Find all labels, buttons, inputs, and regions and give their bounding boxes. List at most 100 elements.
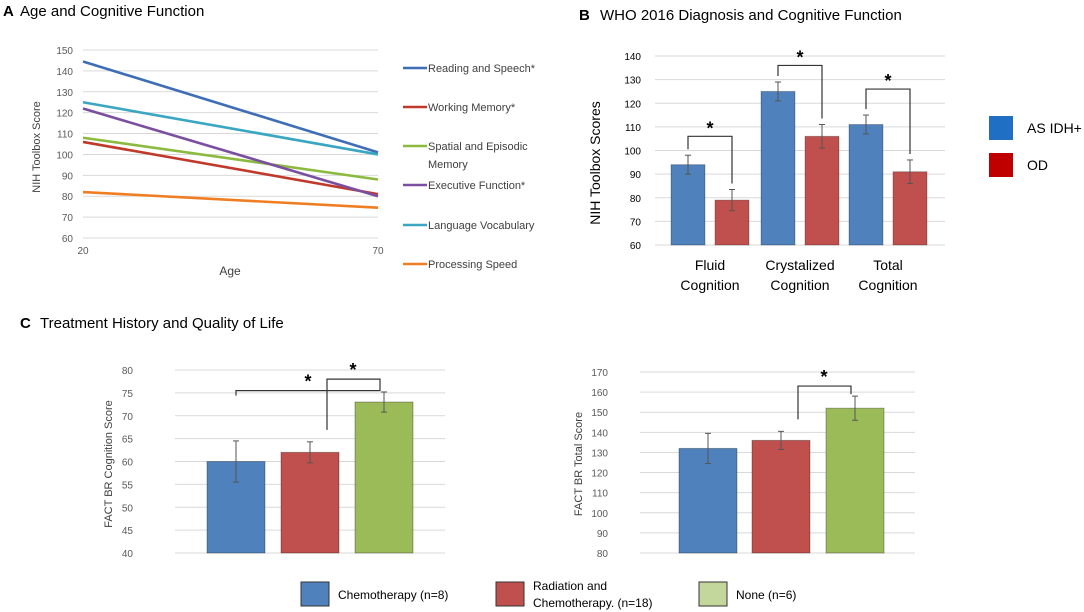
panel-c-significance-bracket [326,378,381,430]
panel-a-series-line [82,107,379,198]
panel-c-significance-star: * [349,360,356,380]
panel-a-legend-label: Language Vocabulary [428,220,535,232]
panel-c-y-tick: 80 [597,549,609,560]
panel-a-y-tick: 100 [56,150,73,161]
panel-a-y-label: NIH Toolbox Score [31,101,43,193]
panel-c-y-tick: 170 [591,368,608,379]
panel-c-y-tick: 75 [122,389,134,400]
panel-b-y-tick: 120 [624,99,641,110]
panel-c-y-tick: 40 [122,549,134,560]
treatment-legend-label: Radiation and [533,579,607,593]
panel-c-y-tick: 120 [591,469,608,480]
panel-b-title: WHO 2016 Diagnosis and Cognitive Functio… [600,7,902,24]
panel-b-y-tick: 100 [624,147,641,158]
treatment-legend-label: Chemotherapy (n=8) [338,588,448,602]
panel-b-category-label: Cognition [680,277,739,293]
panel-c-y-tick: 160 [591,388,608,399]
panel-b-significance-bracket [777,64,823,119]
panel-a-y-tick: 60 [62,234,74,245]
panel-c-bar [354,401,414,554]
panel-a-y-tick: 120 [56,109,73,120]
panel-a-series-line [82,100,379,156]
panel-b-y-tick: 130 [624,76,641,87]
panel-c-significance-star: * [304,372,311,392]
panel-b-bar [848,124,884,246]
panel-a-y-tick: 90 [62,171,74,182]
treatment-legend: Chemotherapy (n=8) Radiation and Chemother… [300,579,796,610]
panel-b-y-tick: 110 [625,123,641,134]
panel-c-y-tick: 130 [591,448,608,459]
panel-a-y-tick: 70 [62,213,74,224]
panel-a-series-line [82,136,379,181]
panel-b-significance-star: * [796,47,803,67]
panel-b-y-label: NIH Toolbox Scores [587,101,603,224]
panel-letter-a: A [3,3,14,20]
panel-b-significance-bracket [865,88,911,154]
panel-a-series-line [82,190,379,210]
panel-c-bar [678,447,738,554]
panel-c-y-tick: 45 [122,526,134,537]
panel-b-y-tick: 80 [630,194,642,205]
panel-a-legend-label: Working Memory* [428,102,516,114]
panel-c-bar [280,451,340,554]
panel-c-significance-bracket [797,385,852,420]
panel-c-y-tick: 80 [122,366,134,377]
panel-a-y-tick: 150 [56,46,73,57]
panel-b-bar [804,135,840,246]
panel-b-significance-star: * [706,118,713,138]
treatment-legend-swatch [300,581,330,607]
panel-c-y-tick: 140 [591,428,608,439]
panel-b-category-label: Cognition [858,277,917,293]
panel-a-legend-label: Processing Speed [428,259,517,271]
panel-a-legend-label: Executive Function* [428,180,526,192]
panel-b-category-label: Total [873,257,903,273]
panel-a-age-cognition: A Age and Cognitive Function Age NIH Too… [3,3,536,278]
panel-letter-b: B [579,7,590,24]
panel-a-y-tick: 110 [57,130,73,141]
panel-b-legend-swatch [989,153,1013,177]
panel-a-y-tick: 80 [62,192,74,203]
panel-c-title: Treatment History and Quality of Life [40,315,284,332]
panel-a-x-tick: 70 [372,246,384,257]
panel-a-legend-label: Memory [428,159,468,171]
panel-b-category-label: Cognition [770,277,829,293]
panel-b-significance-bracket [687,135,733,184]
panel-c-y-tick: 110 [592,489,608,500]
panel-b-y-tick: 140 [624,52,641,63]
panel-b-who-diagnosis: B WHO 2016 Diagnosis and Cognitive Funct… [579,7,1082,293]
panel-b-y-tick: 60 [630,241,642,252]
panel-b-legend-label: OD [1027,157,1048,173]
panel-c-significance-star: * [820,367,827,387]
panel-a-legend-label: Spatial and Episodic [428,141,528,153]
panel-a-x-tick: 20 [77,246,89,257]
treatment-legend-label: None (n=6) [736,588,796,602]
panel-b-bar [670,164,706,246]
treatment-legend-swatch [698,581,728,607]
panel-a-series-line [82,60,379,154]
panel-b-y-tick: 70 [630,217,642,228]
treatment-legend-label: Chemotherapy. (n=18) [533,596,653,610]
panel-c1-y-label: FACT BR Cognition Score [103,400,115,528]
panel-c-y-tick: 60 [122,458,134,469]
panel-b-bar [760,90,796,246]
panel-b-category-label: Crystalized [765,257,834,273]
panel-a-x-label: Age [219,264,241,278]
panel-c-y-tick: 50 [122,503,134,514]
panel-c-y-tick: 55 [122,480,134,491]
panel-b-significance-star: * [884,71,891,91]
panel-a-y-tick: 130 [56,88,73,99]
panel-b-y-tick: 90 [630,170,642,181]
panel-a-series-line [82,140,379,196]
panel-c-y-tick: 90 [597,529,609,540]
panel-c-bar [751,439,811,554]
panel-c2-y-label: FACT BR Total Score [573,412,585,516]
panel-c-y-tick: 150 [591,408,608,419]
panel-a-y-tick: 140 [56,67,73,78]
panel-b-legend-swatch [989,116,1013,140]
panel-letter-c: C [20,315,31,332]
panel-c-treatment-quality: C Treatment History and Quality of Life … [20,315,915,560]
panel-b-legend-label: AS IDH+ [1027,120,1082,136]
panel-c-y-tick: 100 [591,509,608,520]
panel-a-legend-label: Reading and Speech* [428,63,536,75]
